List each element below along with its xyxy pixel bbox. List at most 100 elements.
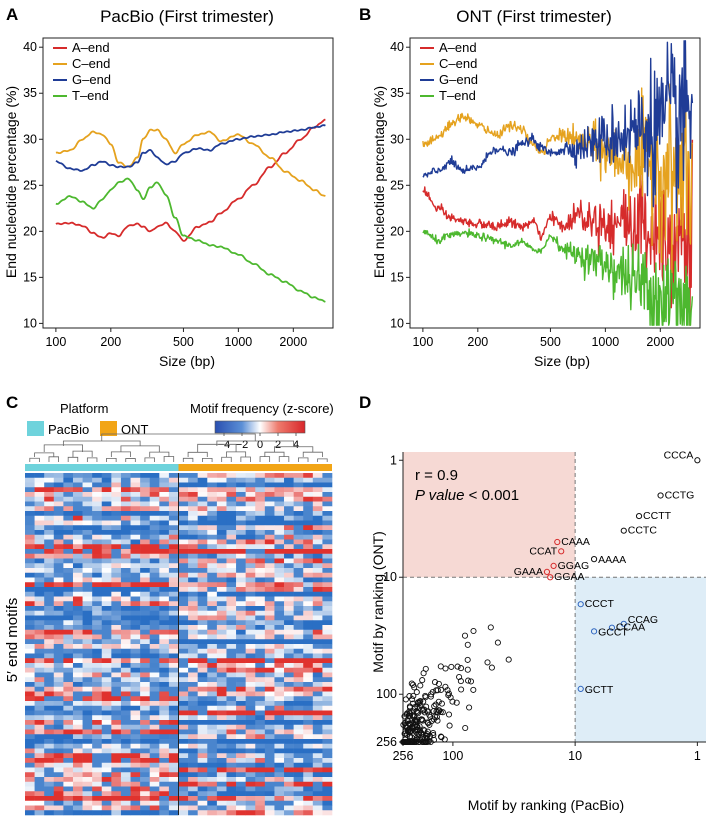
colorbar-tick-label: −4 bbox=[218, 439, 231, 451]
dendrogram-branch bbox=[221, 456, 232, 462]
heatmap-cell bbox=[197, 653, 208, 659]
heatmap-cell bbox=[293, 743, 304, 749]
heatmap-cell bbox=[178, 492, 189, 498]
colorbar-tick-label: −2 bbox=[236, 439, 249, 451]
heatmap-cell bbox=[82, 558, 93, 564]
heatmap-cell bbox=[63, 558, 74, 564]
heatmap-cell bbox=[140, 625, 151, 631]
heatmap-cell bbox=[284, 496, 294, 502]
heatmap-cell bbox=[255, 539, 266, 545]
heatmap-cell bbox=[149, 487, 160, 493]
heatmap-cell bbox=[303, 677, 314, 683]
heatmap-cell bbox=[159, 601, 170, 607]
scatter-point bbox=[454, 663, 461, 670]
heatmap-cell bbox=[44, 805, 55, 811]
heatmap-cell bbox=[216, 729, 227, 735]
heatmap-cell bbox=[264, 677, 275, 683]
heatmap-cell bbox=[245, 625, 256, 631]
heatmap-cell bbox=[34, 591, 45, 597]
heatmap-cell bbox=[159, 558, 170, 564]
heatmap-cell bbox=[178, 796, 189, 802]
heatmap-cell bbox=[322, 796, 333, 802]
heatmap-cell bbox=[120, 572, 131, 578]
heatmap-cell bbox=[25, 758, 35, 764]
heatmap-cell bbox=[53, 477, 64, 483]
heatmap-cell bbox=[236, 686, 246, 692]
heatmap-cell bbox=[168, 511, 179, 517]
heatmap-cell bbox=[178, 786, 189, 792]
heatmap-cell bbox=[293, 506, 304, 512]
heatmap-cell bbox=[216, 758, 227, 764]
heatmap-cell bbox=[92, 549, 103, 555]
heatmap-cell bbox=[284, 501, 294, 507]
heatmap-cell bbox=[159, 587, 170, 593]
heatmap-cell bbox=[226, 477, 237, 483]
heatmap-cell bbox=[284, 606, 294, 612]
heatmap-cell bbox=[130, 549, 141, 555]
heatmap-cell bbox=[72, 777, 83, 783]
heatmap-cell bbox=[236, 482, 246, 488]
heatmap-cell bbox=[101, 639, 112, 645]
heatmap-cell bbox=[178, 473, 189, 479]
heatmap-cell bbox=[284, 639, 294, 645]
heatmap-cell bbox=[284, 648, 294, 654]
heatmap-cell bbox=[207, 729, 218, 735]
heatmap-cell bbox=[34, 686, 45, 692]
heatmap-cell bbox=[274, 658, 285, 664]
heatmap-cell bbox=[197, 482, 208, 488]
heatmap-cell bbox=[53, 568, 64, 574]
heatmap-cell bbox=[264, 701, 275, 707]
scatter-point bbox=[438, 700, 445, 707]
heatmap-cell bbox=[53, 691, 64, 697]
heatmap-cell bbox=[63, 758, 74, 764]
labeled-point-ccag bbox=[620, 620, 627, 627]
heatmap-cell bbox=[140, 496, 151, 502]
heatmap-cell bbox=[34, 477, 45, 483]
colorbar-tick-label: 4 bbox=[293, 439, 299, 451]
heatmap-cell bbox=[255, 667, 266, 673]
heatmap-cell bbox=[159, 810, 170, 816]
heatmap-cell bbox=[82, 553, 93, 559]
heatmap-cell bbox=[274, 563, 285, 569]
heatmap-cell bbox=[188, 629, 198, 635]
heatmap-cell bbox=[197, 606, 208, 612]
heatmap-cell bbox=[25, 772, 35, 778]
heatmap-cell bbox=[82, 701, 93, 707]
colorbar-tick-label: 2 bbox=[275, 439, 281, 451]
heatmap-cell bbox=[322, 534, 333, 540]
heatmap-cell bbox=[264, 596, 275, 602]
motif-label-gaaa: GAAA bbox=[514, 566, 543, 578]
heatmap-cell bbox=[303, 739, 314, 745]
heatmap-cell bbox=[226, 563, 237, 569]
heatmap-cell bbox=[274, 715, 285, 721]
heatmap-cell bbox=[82, 625, 93, 631]
heatmap-cell bbox=[82, 563, 93, 569]
heatmap-cell bbox=[34, 796, 45, 802]
heatmap-cell bbox=[197, 629, 208, 635]
heatmap-cell bbox=[101, 729, 112, 735]
heatmap-cell bbox=[226, 781, 237, 787]
heatmap-cell bbox=[120, 506, 131, 512]
heatmap-cell bbox=[111, 805, 122, 811]
heatmap-cell bbox=[303, 720, 314, 726]
heatmap-cell bbox=[236, 563, 246, 569]
heatmap-cell bbox=[130, 558, 141, 564]
scatter-point bbox=[438, 686, 445, 693]
heatmap-cell bbox=[111, 729, 122, 735]
heatmap-cell bbox=[264, 653, 275, 659]
heatmap-cell bbox=[236, 492, 246, 498]
heatmap-cell bbox=[82, 534, 93, 540]
heatmap-cell bbox=[312, 715, 323, 721]
heatmap-cell bbox=[44, 487, 55, 493]
heatmap-cell bbox=[92, 563, 103, 569]
heatmap-cell bbox=[101, 606, 112, 612]
heatmap-cell bbox=[168, 772, 179, 778]
heatmap-cell bbox=[130, 777, 141, 783]
heatmap-cell bbox=[53, 601, 64, 607]
heatmap-cell bbox=[236, 534, 246, 540]
heatmap-cell bbox=[111, 577, 122, 583]
heatmap-cell bbox=[274, 677, 285, 683]
heatmap-cell bbox=[34, 596, 45, 602]
scatter-point bbox=[447, 694, 454, 701]
heatmap-cell bbox=[25, 620, 35, 626]
